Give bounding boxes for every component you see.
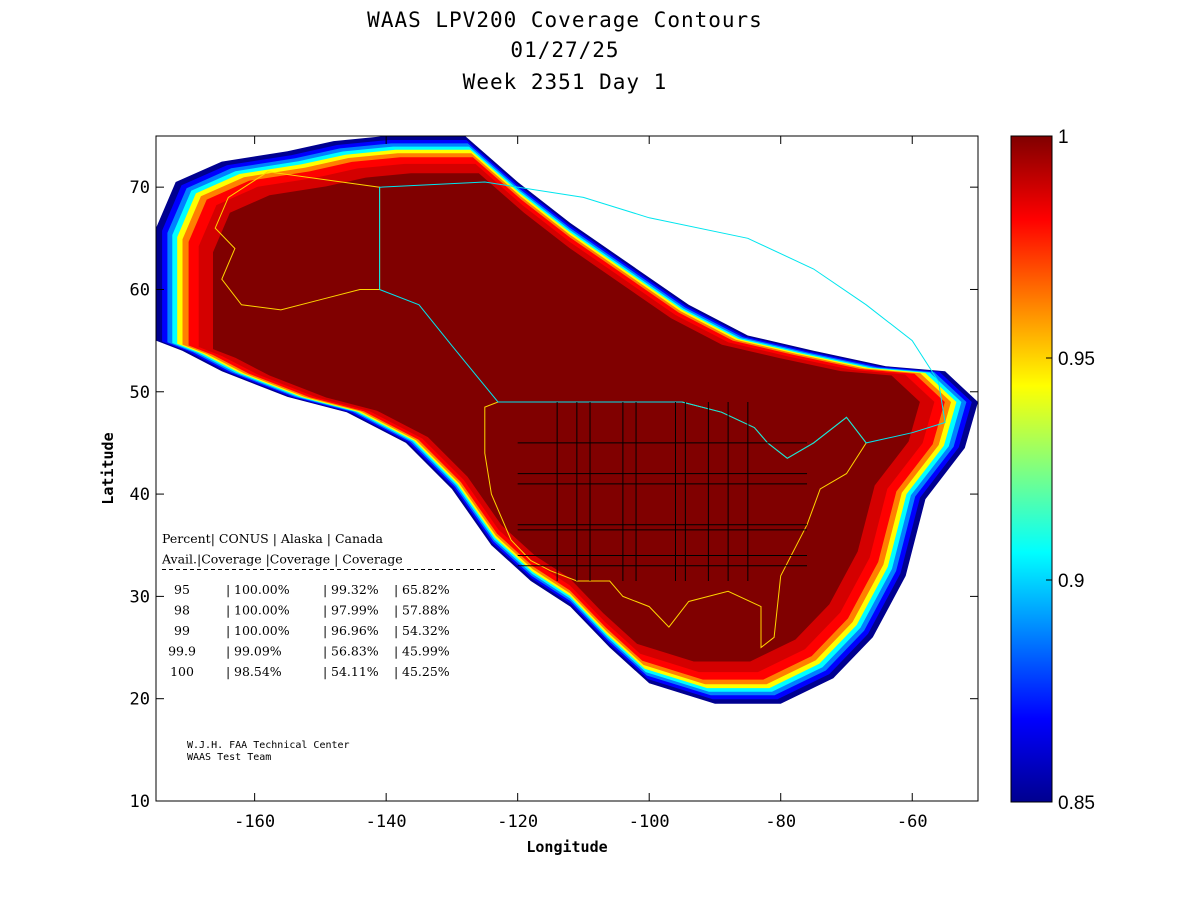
colorbar-tick-label: 0.95 (1058, 349, 1095, 370)
coverage-contours (156, 136, 978, 704)
table-cell-alaska: 54.11% (331, 664, 379, 679)
table-sep: | (323, 664, 327, 679)
plot-frame (155, 135, 979, 802)
x-tick-label: -100 (629, 812, 670, 832)
colorbar (1010, 135, 1053, 803)
chart-title-line-1: WAAS LPV200 Coverage Contours (367, 8, 763, 32)
y-tick-label: 30 (130, 587, 150, 607)
table-cell-canada: 45.25% (402, 664, 450, 679)
y-tick-label: 50 (130, 383, 150, 403)
table-sep: | (394, 644, 398, 659)
x-tick-label: -120 (497, 812, 538, 832)
table-cell-canada: 45.99% (402, 644, 450, 659)
table-cell-alaska: 99.32% (331, 582, 379, 597)
table-cell-canada: 57.88% (402, 603, 450, 618)
table-cell-percent: 98 (174, 603, 190, 618)
table-sep: | (226, 623, 230, 638)
table-sep: | (323, 623, 327, 638)
table-sep: | (394, 664, 398, 679)
table-sep: | (394, 582, 398, 597)
y-tick-label: 10 (130, 792, 150, 812)
table-cell-conus: 99.09% (234, 644, 282, 659)
x-tick-label: -140 (366, 812, 407, 832)
table-cell-alaska: 56.83% (331, 644, 379, 659)
table-cell-canada: 65.82% (402, 582, 450, 597)
state-borders (517, 402, 808, 582)
colorbar-tick-label: 1 (1058, 127, 1069, 148)
table-cell-percent: 99.9 (168, 644, 196, 659)
credit-line-1: W.J.H. FAA Technical Center (187, 740, 350, 751)
x-axis-label: Longitude (526, 838, 607, 856)
contour-band-8 (213, 173, 920, 662)
table-cell-alaska: 96.96% (331, 623, 379, 638)
table-cell-conus: 98.54% (234, 664, 282, 679)
y-tick-label: 40 (130, 485, 150, 505)
table-cell-conus: 100.00% (234, 623, 290, 638)
x-tick-label: -80 (765, 812, 796, 832)
table-sep: | (226, 582, 230, 597)
y-axis-label: Latitude (99, 432, 117, 504)
chart-title-line-2: 01/27/25 (510, 38, 620, 62)
table-cell-conus: 100.00% (234, 603, 290, 618)
table-cell-percent: 95 (174, 582, 190, 597)
table-sep: | (394, 603, 398, 618)
x-tick-label: -60 (897, 812, 928, 832)
table-sep: | (323, 603, 327, 618)
table-sep: | (323, 582, 327, 597)
table-cell-conus: 100.00% (234, 582, 290, 597)
table-header-1: Percent| CONUS | Alaska | Canada (162, 531, 383, 546)
table-cell-percent: 99 (174, 623, 190, 638)
x-tick-label: -160 (234, 812, 275, 832)
region-outline-alaska (214, 171, 381, 311)
table-sep: | (226, 603, 230, 618)
chart-title-line-3: Week 2351 Day 1 (462, 70, 668, 94)
table-sep: | (323, 644, 327, 659)
table-sep: | (394, 623, 398, 638)
y-tick-label: 60 (130, 280, 150, 300)
table-sep: | (226, 664, 230, 679)
table-cell-alaska: 97.99% (331, 603, 379, 618)
table-cell-percent: 100 (170, 664, 194, 679)
y-tick-label: 70 (130, 178, 150, 198)
table-sep: | (226, 644, 230, 659)
region-outline-canada (379, 181, 946, 459)
colorbar-tick-label: 0.85 (1058, 793, 1095, 814)
y-tick-label: 20 (130, 690, 150, 710)
credit-line-2: WAAS Test Team (187, 752, 271, 763)
colorbar-tick-label: 0.9 (1058, 571, 1084, 592)
table-cell-canada: 54.32% (402, 623, 450, 638)
table-header-2: Avail.|Coverage |Coverage | Coverage (161, 552, 403, 567)
